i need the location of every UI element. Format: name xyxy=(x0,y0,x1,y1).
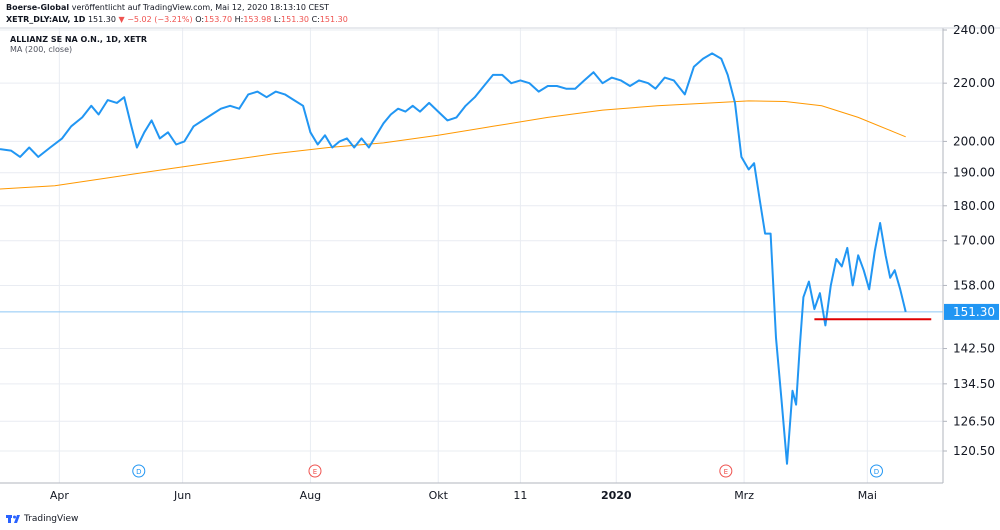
ma-line xyxy=(0,100,906,190)
high-label: H: xyxy=(234,15,244,24)
footer-brand[interactable]: TradingView xyxy=(6,512,78,526)
y-tick-label: 170.00 xyxy=(953,234,995,248)
open-value: 153.70 xyxy=(204,15,233,24)
down-arrow-icon: ▼ xyxy=(118,15,125,24)
price-chart[interactable]: 240.00 220.00 200.00 190.00 180.00 170.00 158.… xyxy=(0,0,1000,512)
x-tick-label: Aug xyxy=(300,489,321,502)
symbol-info: XETR_DLY:ALV, 1D 151.30 ▼ −5.02 (−3.21%)… xyxy=(6,15,348,24)
event-marker-label: D xyxy=(874,468,879,476)
event-marker xyxy=(719,464,733,478)
tradingview-logo-icon xyxy=(6,515,20,523)
price-badge-bg xyxy=(944,303,999,320)
price-line xyxy=(0,52,907,465)
high-value: 153.98 xyxy=(243,15,272,24)
y-tick-label: 190.00 xyxy=(953,166,995,180)
y-tick-label: 126.50 xyxy=(953,414,995,428)
author-name[interactable]: Boerse-Global xyxy=(6,3,70,12)
price-badge-label: 151.30 xyxy=(953,305,995,319)
event-marker xyxy=(132,464,146,478)
event-marker-label: E xyxy=(313,468,317,476)
y-tick-label: 200.00 xyxy=(953,134,995,148)
event-marker xyxy=(308,464,322,478)
x-tick-label: Mrz xyxy=(734,489,754,502)
symbol-label: XETR_DLY:ALV, 1D xyxy=(6,15,86,24)
y-tick-label: 220.00 xyxy=(953,76,995,90)
close-value: 151.30 xyxy=(319,15,348,24)
x-tick-label: Okt xyxy=(429,489,449,502)
event-marker-label: E xyxy=(724,468,728,476)
low-label: L: xyxy=(273,15,282,24)
y-tick-label: 142.50 xyxy=(953,342,995,356)
y-tick-label: 134.50 xyxy=(953,377,995,391)
x-tick-label: Apr xyxy=(50,489,70,502)
x-tick-label: 11 xyxy=(513,489,527,502)
y-tick-label: 240.00 xyxy=(953,23,995,37)
ma-legend: MA (200, close) xyxy=(10,45,73,54)
y-tick-label: 120.50 xyxy=(953,444,995,458)
event-marker-label: D xyxy=(136,468,141,476)
series-title: ALLIANZ SE NA O.N., 1D, XETR xyxy=(10,35,148,44)
close-label: C: xyxy=(311,15,320,24)
price-change: −5.02 (−3.21%) xyxy=(127,15,193,24)
plot-background xyxy=(0,28,943,483)
last-price: 151.30 xyxy=(87,15,116,24)
y-tick-label: 180.00 xyxy=(953,199,995,213)
publish-info: Boerse-Global veröffentlicht auf Trading… xyxy=(6,3,329,12)
x-tick-label: 2020 xyxy=(601,489,632,502)
chart-header: Boerse-Global veröffentlicht auf Trading… xyxy=(0,0,1000,30)
x-tick-label: Mai xyxy=(858,489,877,502)
open-label: O: xyxy=(195,15,205,24)
publish-text: veröffentlicht auf TradingView.com, Mai … xyxy=(71,3,330,12)
event-marker xyxy=(869,464,883,478)
y-tick-label: 158.00 xyxy=(953,278,995,292)
low-value: 151.30 xyxy=(281,15,310,24)
brand-name: TradingView xyxy=(24,514,79,524)
x-tick-label: Jun xyxy=(173,489,191,502)
